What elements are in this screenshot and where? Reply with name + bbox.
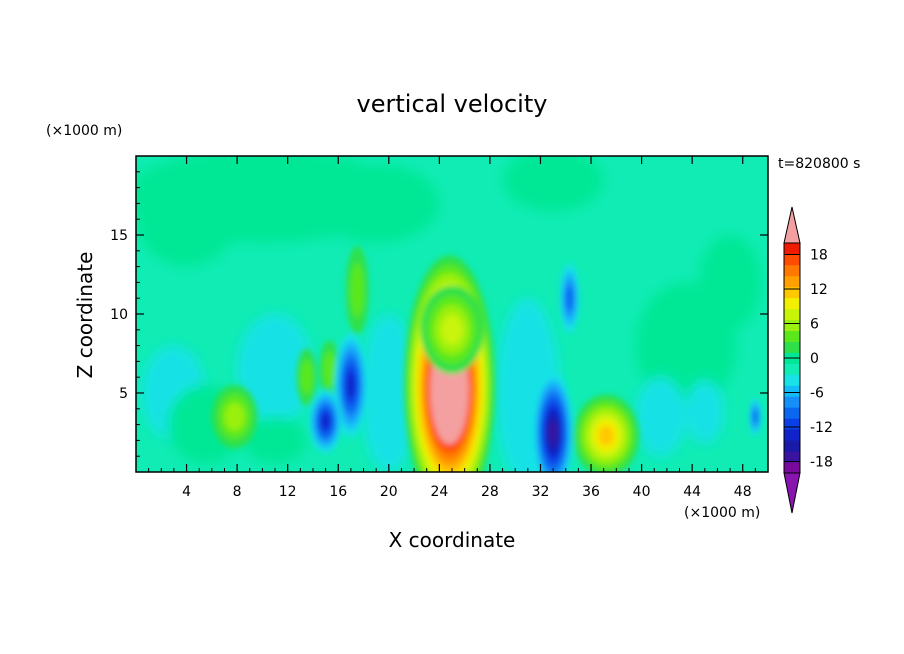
x-tick-label: 36 <box>582 484 600 500</box>
feature-downdraft-10 <box>559 263 580 333</box>
colorbar-segment <box>784 319 800 332</box>
colorbar-tick-label: 0 <box>810 351 819 367</box>
x-tick-label: 12 <box>279 484 297 500</box>
colorbar-tick-label: -6 <box>810 386 824 402</box>
x-tick-label: 4 <box>182 484 191 500</box>
colorbar-under-arrow <box>783 472 801 514</box>
field-features <box>211 246 762 472</box>
contour-level <box>566 286 574 311</box>
colorbar-segment <box>784 440 800 452</box>
colorbar-tick-label: 12 <box>810 282 828 298</box>
colorbar-segment <box>784 418 800 430</box>
contour-level <box>224 402 245 431</box>
upper-green <box>312 163 440 243</box>
feature-updraft-1 <box>420 285 484 375</box>
contour-level <box>753 410 758 424</box>
right-green <box>698 235 762 330</box>
right-cyan <box>635 377 686 457</box>
colorbar-segment <box>784 451 800 463</box>
y-unit-label: (×1000 m) <box>46 123 122 139</box>
x-axis: 4 8 12 16 20 24 28 32 36 40 44 48 <box>148 156 756 500</box>
upper-left-green <box>136 171 238 267</box>
colorbar-segment <box>784 275 800 288</box>
y-axis: 5 10 15 <box>110 171 768 457</box>
feature-downdraft-7 <box>334 332 368 438</box>
center-left-cyan <box>360 314 417 472</box>
colorbar-tick-label: -12 <box>810 420 833 436</box>
colorbar: 18 12 6 0 -6 -12 -18 <box>783 206 833 514</box>
contour-level <box>346 372 355 398</box>
x-unit-label: (×1000 m) <box>684 505 760 521</box>
contour-level <box>549 421 557 444</box>
feature-updraft-6 <box>345 246 369 335</box>
x-tick-label: 40 <box>633 484 651 500</box>
colorbar-segment <box>784 429 800 441</box>
y-tick-label: 5 <box>119 386 128 402</box>
colorbar-segment <box>784 462 800 474</box>
contour-level <box>598 425 615 446</box>
colorbar-segment <box>784 363 800 375</box>
chart-title: vertical velocity <box>357 90 548 118</box>
contour-level <box>350 263 365 318</box>
colorbar-over-arrow <box>783 206 801 244</box>
x-tick-label: 8 <box>233 484 242 500</box>
feature-downdraft-9 <box>532 372 574 472</box>
x-tick-label: 32 <box>532 484 550 500</box>
colorbar-segment <box>784 297 800 310</box>
colorbar-tick-label: 18 <box>810 248 828 264</box>
x-tick-label: 16 <box>329 484 347 500</box>
y-axis-label: Z coordinate <box>73 252 97 379</box>
contour-level <box>441 314 463 346</box>
upper-green <box>502 156 604 212</box>
x-tick-label: 28 <box>481 484 499 500</box>
contour-level <box>444 378 455 406</box>
colorbar-segment <box>784 253 800 266</box>
colorbar-segment <box>784 396 800 408</box>
colorbar-tick-label: 6 <box>810 317 819 333</box>
y-tick-label: 15 <box>110 228 128 244</box>
feature-updraft-3 <box>211 385 258 449</box>
time-label: t=820800 s <box>778 156 860 172</box>
colorbar-segment <box>784 308 800 321</box>
colorbar-segment <box>784 286 800 299</box>
colorbar-tick-label: -18 <box>810 455 833 471</box>
colorbar-segment <box>784 243 800 255</box>
low-green <box>243 416 307 465</box>
contour-level <box>321 413 330 430</box>
colorbar-segment <box>784 330 800 342</box>
y-tick-label: 10 <box>110 307 128 323</box>
colorbar-segment <box>784 374 800 386</box>
feature-updraft-2 <box>573 394 640 472</box>
x-tick-label: 44 <box>683 484 701 500</box>
left-cyan <box>237 314 313 425</box>
feature-downdraft-11 <box>749 397 762 436</box>
contour-level <box>300 359 313 395</box>
heatmap-field <box>136 156 768 472</box>
colorbar-segment <box>784 264 800 277</box>
colorbar-segment <box>784 341 800 353</box>
x-tick-label: 24 <box>430 484 448 500</box>
x-tick-label: 20 <box>380 484 398 500</box>
feature-downdraft-8 <box>309 389 343 454</box>
feature-updraft-5 <box>319 340 340 398</box>
feature-updraft-4 <box>296 348 317 406</box>
x-axis-label: X coordinate <box>389 528 516 552</box>
colorbar-segment <box>784 407 800 419</box>
colorbar-segment <box>784 385 800 397</box>
contour-level <box>323 351 336 387</box>
x-tick-label: 48 <box>734 484 752 500</box>
right-cyan <box>685 380 724 444</box>
